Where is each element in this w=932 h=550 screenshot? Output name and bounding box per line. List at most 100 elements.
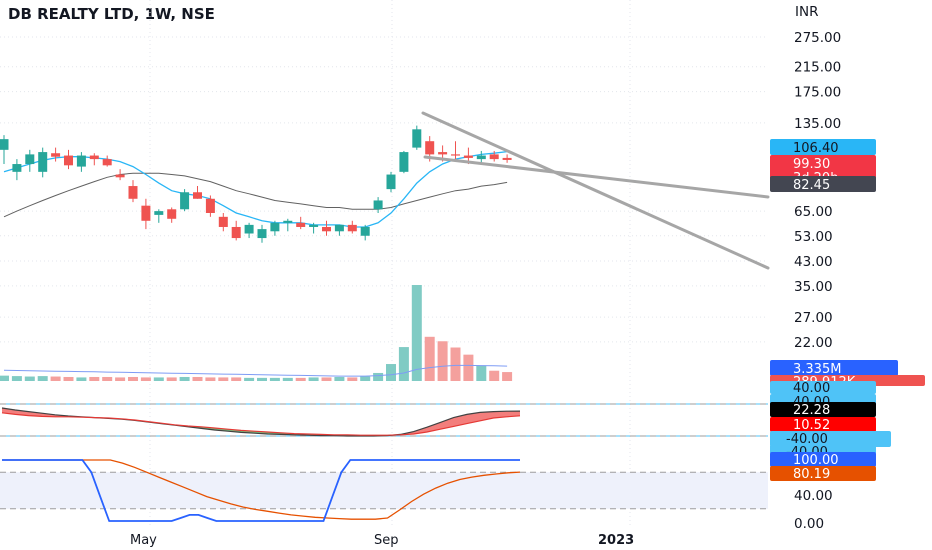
candle-26 xyxy=(334,224,344,236)
candle-28 xyxy=(360,224,370,241)
candle-18 xyxy=(231,220,241,241)
candle-body-8 xyxy=(102,159,112,166)
volume-bar-28 xyxy=(360,376,371,381)
candle-body-29 xyxy=(373,200,383,210)
price-tick-2: 175.00 xyxy=(794,85,841,101)
volume-bar-15 xyxy=(192,376,203,381)
candle-body-0 xyxy=(0,139,9,150)
candle-6 xyxy=(76,152,86,172)
moving-averages xyxy=(3,150,508,228)
volume-bar-21 xyxy=(269,377,280,381)
stochastic-pane xyxy=(2,459,521,522)
candle-0 xyxy=(0,135,9,165)
price-tick-7: 35.00 xyxy=(794,279,833,295)
x-label-may: May xyxy=(130,533,157,548)
volume-bar-18 xyxy=(231,377,242,381)
candle-12 xyxy=(154,209,164,223)
volume-bar-5 xyxy=(63,376,74,381)
candle-body-21 xyxy=(270,222,280,232)
badge-osc-neg: -40.00 xyxy=(786,432,828,447)
candle-body-27 xyxy=(347,224,357,232)
candle-body-18 xyxy=(231,226,241,239)
badge-osc-neg-bg xyxy=(770,431,891,447)
volume-bar-14 xyxy=(179,376,190,381)
candle-body-11 xyxy=(141,205,151,221)
badge-osc40: 40.00 xyxy=(793,381,830,396)
oscillator-pane xyxy=(0,403,768,437)
candle-11 xyxy=(141,198,151,230)
candle-25 xyxy=(322,220,331,236)
volume-bar-29 xyxy=(373,372,384,381)
candle-9 xyxy=(115,169,125,181)
time-axis: May Sep 2023 xyxy=(130,533,634,548)
candle-27 xyxy=(347,220,357,234)
candle-35 xyxy=(451,141,460,162)
candle-7 xyxy=(89,153,99,166)
grid-lines xyxy=(0,0,768,528)
candle-16 xyxy=(205,195,215,217)
candle-15 xyxy=(193,186,202,199)
candle-body-17 xyxy=(218,216,228,227)
candle-21 xyxy=(270,220,280,236)
candle-body-23 xyxy=(296,222,306,227)
candle-30 xyxy=(386,171,396,193)
badge-volume-bg xyxy=(770,360,898,376)
badge-osc-a: 10.52 xyxy=(793,418,830,433)
candle-body-13 xyxy=(167,209,177,219)
volume-bar-23 xyxy=(295,377,306,381)
badge-stoch-d-bg xyxy=(770,466,876,481)
volume-bar-34 xyxy=(437,341,448,381)
candle-body-4 xyxy=(51,153,61,157)
candle-body-3 xyxy=(38,152,48,172)
price-tick-6: 43.00 xyxy=(794,254,833,270)
candle-4 xyxy=(51,147,61,162)
candle-body-28 xyxy=(360,226,370,236)
volume-ma-line xyxy=(3,364,508,377)
volume-pane xyxy=(0,285,513,381)
volume-bar-27 xyxy=(347,377,358,381)
stoch-tick-mid: 40.00 xyxy=(794,488,833,504)
volume-bar-26 xyxy=(334,376,345,381)
trend-line-lower xyxy=(423,155,770,199)
badge-stoch-d: 80.19 xyxy=(793,467,830,482)
candle-body-1 xyxy=(12,164,22,172)
stochastic-band xyxy=(0,471,768,510)
candle-body-2 xyxy=(25,154,35,165)
badge-ma-slow-bg xyxy=(770,176,876,192)
badge-osc40-bg xyxy=(770,381,876,394)
chart-title: DB REALTY LTD, 1W, NSE xyxy=(8,5,215,23)
candle-body-31 xyxy=(399,152,409,172)
candle-32 xyxy=(412,125,422,150)
volume-bar-0 xyxy=(0,375,9,381)
price-tick-1: 215.00 xyxy=(794,60,841,76)
price-tick-5: 53.00 xyxy=(794,229,833,245)
candle-body-10 xyxy=(128,186,138,199)
x-label-2023: 2023 xyxy=(598,533,634,548)
volume-bar-20 xyxy=(257,377,267,381)
candle-31 xyxy=(399,150,409,174)
candle-10 xyxy=(128,180,138,203)
stoch-tick-zero: 0.00 xyxy=(794,516,824,532)
badge-ma-fast: 106.40 xyxy=(793,141,839,156)
candle-19 xyxy=(244,222,254,239)
candle-body-24 xyxy=(309,224,319,227)
volume-bar-9 xyxy=(115,377,126,381)
candle-body-6 xyxy=(76,155,86,167)
indicator-axis: 0.00 40.00 xyxy=(794,488,833,532)
volume-bar-33 xyxy=(424,336,435,381)
volume-bar-24 xyxy=(308,377,319,381)
candle-5 xyxy=(64,149,73,170)
stoch-d-line xyxy=(2,459,521,520)
candle-8 xyxy=(102,155,112,167)
price-tick-0: 275.00 xyxy=(794,30,841,46)
candle-body-20 xyxy=(257,229,267,239)
candle-39 xyxy=(502,154,512,163)
candle-body-39 xyxy=(502,157,512,160)
candle-23 xyxy=(296,216,306,230)
ma-slow-line xyxy=(3,172,508,218)
candle-body-26 xyxy=(334,224,344,232)
price-tick-3: 135.00 xyxy=(794,116,841,132)
osc-line-fast xyxy=(1,412,521,436)
price-axis: 275.00 215.00 175.00 135.00 65.00 53.00 43.00 3… xyxy=(794,30,841,351)
